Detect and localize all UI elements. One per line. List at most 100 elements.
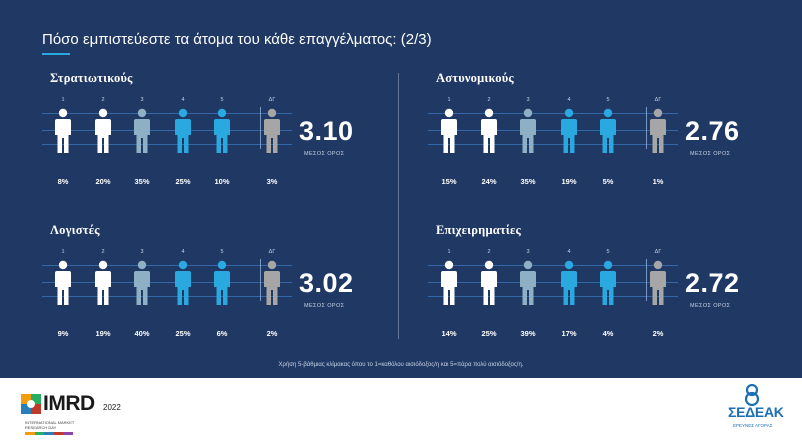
- dk-separator: [260, 107, 261, 149]
- mean-value: 2.72: [685, 268, 740, 298]
- person-icon: [133, 108, 151, 154]
- scale-label: 4: [567, 97, 571, 103]
- percent-value: 2%: [266, 329, 278, 338]
- person-icon: [440, 108, 458, 154]
- person-icon: [560, 108, 578, 154]
- scale-label: 2: [101, 97, 105, 103]
- guide-line: [428, 144, 678, 145]
- scale-label: ΔΓ: [654, 97, 662, 103]
- scale-label: ΔΓ: [654, 249, 662, 255]
- slide-title: Πόσο εμπιστεύεστε τα άτομα του κάθε επαγ…: [42, 31, 432, 48]
- guide-line: [42, 144, 292, 145]
- percent-value: 1%: [652, 177, 664, 186]
- mean-value: 2.76: [685, 116, 740, 146]
- scale-label: 5: [606, 249, 610, 255]
- guide-line: [428, 130, 678, 131]
- percent-value: 25%: [175, 329, 191, 338]
- person-icon: [213, 108, 231, 154]
- dk-separator: [260, 259, 261, 301]
- scale-label: 5: [606, 97, 610, 103]
- guide-line: [42, 265, 292, 266]
- person-icon: [599, 108, 617, 154]
- percent-value: 3%: [266, 177, 278, 186]
- scale-label: 4: [181, 97, 185, 103]
- percent-value: 14%: [441, 329, 457, 338]
- scale-label: 3: [140, 249, 144, 255]
- panel-title: Επιχειρηματίες: [436, 223, 521, 237]
- panel-entrepreneurs: Επιχειρηματίες 1 14% 2 25% 3 39% 4 17% 5 4% ΔΓ 2% 2.…: [428, 223, 768, 353]
- percent-value: 10%: [214, 177, 230, 186]
- person-icon: [649, 260, 667, 306]
- panel-title: Λογιστές: [50, 223, 100, 237]
- percent-value: 24%: [481, 177, 497, 186]
- percent-value: 8%: [57, 177, 69, 186]
- guide-line: [42, 296, 292, 297]
- percent-value: 19%: [95, 329, 111, 338]
- percent-value: 4%: [602, 329, 614, 338]
- person-icon: [480, 260, 498, 306]
- dk-separator: [646, 259, 647, 301]
- sedeak-logo: ΣΕΔΕΑΚ ΕΡΕΥΝΕΣ ΑΓΟΡΑΣ: [724, 384, 784, 440]
- scale-label: 4: [567, 249, 571, 255]
- footnote: Χρήση 5-βάθμιας κλίμακας όπου το 1=καθόλ…: [278, 362, 524, 368]
- vertical-divider: [398, 73, 399, 339]
- sedeak-subtitle: ΕΡΕΥΝΕΣ ΑΓΟΡΑΣ: [733, 423, 773, 428]
- percent-value: 6%: [216, 329, 228, 338]
- title-underline: [42, 53, 70, 55]
- percent-value: 2%: [652, 329, 664, 338]
- percent-value: 25%: [175, 177, 191, 186]
- scale-label: 1: [447, 249, 451, 255]
- scale-label: 1: [447, 97, 451, 103]
- percent-value: 5%: [602, 177, 614, 186]
- scale-label: 1: [61, 97, 65, 103]
- panel-military: Στρατιωτικούς 1 8% 2 20% 3 35% 4 25% 5 10% ΔΓ 3% 3.1…: [42, 71, 382, 201]
- person-icon: [263, 108, 281, 154]
- person-icon: [519, 108, 537, 154]
- guide-line: [42, 282, 292, 283]
- guide-line: [42, 113, 292, 114]
- scale-label: ΔΓ: [268, 249, 276, 255]
- sedeak-name: ΣΕΔΕΑΚ: [728, 404, 784, 420]
- person-icon: [560, 260, 578, 306]
- guide-line: [428, 296, 678, 297]
- scale-label: 1: [61, 249, 65, 255]
- scale-label: ΔΓ: [268, 97, 276, 103]
- panel-title: Αστυνομικούς: [436, 71, 514, 85]
- imrd-name: IMRD: [43, 392, 95, 415]
- scale-label: 5: [220, 249, 224, 255]
- scale-label: 3: [526, 249, 530, 255]
- percent-value: 19%: [561, 177, 577, 186]
- mean-value: 3.10: [299, 116, 354, 146]
- person-icon: [174, 260, 192, 306]
- imrd-year: 2022: [103, 403, 121, 412]
- mean-label: ΜΕΣΟΣ ΟΡΟΣ: [304, 303, 345, 309]
- guide-line: [428, 282, 678, 283]
- person-icon: [54, 260, 72, 306]
- scale-label: 4: [181, 249, 185, 255]
- person-icon: [213, 260, 231, 306]
- mean-label: ΜΕΣΟΣ ΟΡΟΣ: [690, 151, 731, 157]
- person-icon: [519, 260, 537, 306]
- panel-title: Στρατιωτικούς: [50, 71, 133, 85]
- mean-label: ΜΕΣΟΣ ΟΡΟΣ: [690, 303, 731, 309]
- scale-label: 3: [526, 97, 530, 103]
- person-icon: [174, 108, 192, 154]
- mean-label: ΜΕΣΟΣ ΟΡΟΣ: [304, 151, 345, 157]
- scale-label: 5: [220, 97, 224, 103]
- percent-value: 17%: [561, 329, 577, 338]
- scale-label: 2: [487, 97, 491, 103]
- scale-label: 3: [140, 97, 144, 103]
- percent-value: 39%: [520, 329, 536, 338]
- scale-label: 2: [487, 249, 491, 255]
- imrd-logo: IMRD 2022 INTERNATIONAL MARKET RESEARCH …: [21, 392, 151, 438]
- percent-value: 25%: [481, 329, 497, 338]
- panel-police: Αστυνομικούς 1 15% 2 24% 3 35% 4 19% 5 5% ΔΓ 1% 2.76…: [428, 71, 768, 201]
- person-icon: [54, 108, 72, 154]
- scale-label: 2: [101, 249, 105, 255]
- guide-line: [42, 130, 292, 131]
- person-icon: [94, 260, 112, 306]
- person-icon: [480, 108, 498, 154]
- guide-line: [428, 113, 678, 114]
- person-icon: [440, 260, 458, 306]
- person-icon: [133, 260, 151, 306]
